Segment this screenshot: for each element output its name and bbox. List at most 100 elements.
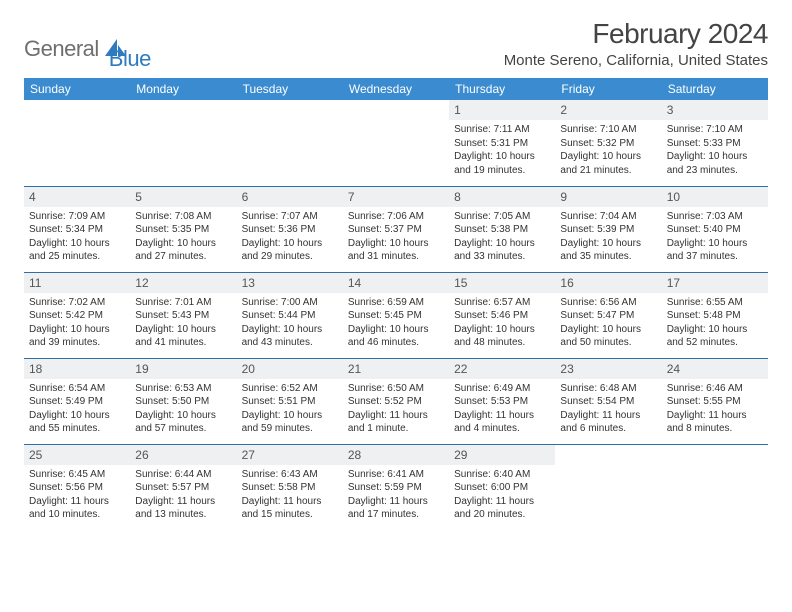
calendar-day-cell: 12Sunrise: 7:01 AMSunset: 5:43 PMDayligh… [130, 272, 236, 358]
calendar-day-cell [237, 100, 343, 186]
calendar-week: 1Sunrise: 7:11 AMSunset: 5:31 PMDaylight… [24, 100, 768, 186]
sunset-text: Sunset: 5:56 PM [29, 481, 125, 495]
calendar-day-cell: 4Sunrise: 7:09 AMSunset: 5:34 PMDaylight… [24, 186, 130, 272]
sunrise-text: Sunrise: 6:57 AM [454, 296, 550, 310]
daylight-text: Daylight: 11 hours and 20 minutes. [454, 495, 550, 522]
day-number: 24 [662, 359, 768, 379]
calendar-table: SundayMondayTuesdayWednesdayThursdayFrid… [24, 78, 768, 530]
sunrise-text: Sunrise: 7:09 AM [29, 210, 125, 224]
sunset-text: Sunset: 5:47 PM [560, 309, 656, 323]
sunset-text: Sunset: 5:43 PM [135, 309, 231, 323]
day-number: 8 [449, 187, 555, 207]
calendar-day-cell: 11Sunrise: 7:02 AMSunset: 5:42 PMDayligh… [24, 272, 130, 358]
calendar-page: General Blue February 2024 Monte Sereno,… [0, 0, 792, 548]
sunset-text: Sunset: 5:59 PM [348, 481, 444, 495]
daylight-text: Daylight: 10 hours and 59 minutes. [242, 409, 338, 436]
calendar-week: 11Sunrise: 7:02 AMSunset: 5:42 PMDayligh… [24, 272, 768, 358]
sunset-text: Sunset: 5:49 PM [29, 395, 125, 409]
day-number: 25 [24, 445, 130, 465]
sunrise-text: Sunrise: 6:45 AM [29, 468, 125, 482]
calendar-day-cell: 25Sunrise: 6:45 AMSunset: 5:56 PMDayligh… [24, 444, 130, 530]
day-number: 21 [343, 359, 449, 379]
title-block: February 2024 Monte Sereno, California, … [504, 18, 768, 69]
month-title: February 2024 [504, 18, 768, 50]
sunset-text: Sunset: 5:31 PM [454, 137, 550, 151]
sunrise-text: Sunrise: 6:44 AM [135, 468, 231, 482]
day-number: 4 [24, 187, 130, 207]
calendar-week: 18Sunrise: 6:54 AMSunset: 5:49 PMDayligh… [24, 358, 768, 444]
sunrise-text: Sunrise: 6:52 AM [242, 382, 338, 396]
daylight-text: Daylight: 10 hours and 50 minutes. [560, 323, 656, 350]
calendar-day-cell: 28Sunrise: 6:41 AMSunset: 5:59 PMDayligh… [343, 444, 449, 530]
sunset-text: Sunset: 5:44 PM [242, 309, 338, 323]
logo-text-general: General [24, 36, 99, 62]
day-number: 19 [130, 359, 236, 379]
daylight-text: Daylight: 10 hours and 23 minutes. [667, 150, 763, 177]
sunset-text: Sunset: 5:54 PM [560, 395, 656, 409]
sunset-text: Sunset: 5:53 PM [454, 395, 550, 409]
calendar-day-cell: 27Sunrise: 6:43 AMSunset: 5:58 PMDayligh… [237, 444, 343, 530]
day-number: 12 [130, 273, 236, 293]
calendar-day-cell: 5Sunrise: 7:08 AMSunset: 5:35 PMDaylight… [130, 186, 236, 272]
day-header: Friday [555, 78, 661, 100]
header-row: General Blue February 2024 Monte Sereno,… [24, 18, 768, 72]
sunset-text: Sunset: 5:52 PM [348, 395, 444, 409]
sunset-text: Sunset: 5:38 PM [454, 223, 550, 237]
day-number: 14 [343, 273, 449, 293]
calendar-day-cell: 7Sunrise: 7:06 AMSunset: 5:37 PMDaylight… [343, 186, 449, 272]
sunrise-text: Sunrise: 7:05 AM [454, 210, 550, 224]
calendar-day-cell: 20Sunrise: 6:52 AMSunset: 5:51 PMDayligh… [237, 358, 343, 444]
sunrise-text: Sunrise: 7:04 AM [560, 210, 656, 224]
daylight-text: Daylight: 10 hours and 39 minutes. [29, 323, 125, 350]
sunrise-text: Sunrise: 7:03 AM [667, 210, 763, 224]
sunset-text: Sunset: 5:57 PM [135, 481, 231, 495]
daylight-text: Daylight: 11 hours and 6 minutes. [560, 409, 656, 436]
sunrise-text: Sunrise: 7:06 AM [348, 210, 444, 224]
calendar-week: 4Sunrise: 7:09 AMSunset: 5:34 PMDaylight… [24, 186, 768, 272]
daylight-text: Daylight: 10 hours and 41 minutes. [135, 323, 231, 350]
calendar-day-cell [662, 444, 768, 530]
sunrise-text: Sunrise: 7:07 AM [242, 210, 338, 224]
location-text: Monte Sereno, California, United States [504, 52, 768, 69]
sunset-text: Sunset: 5:48 PM [667, 309, 763, 323]
sunrise-text: Sunrise: 7:10 AM [560, 123, 656, 137]
day-number: 26 [130, 445, 236, 465]
daylight-text: Daylight: 10 hours and 19 minutes. [454, 150, 550, 177]
daylight-text: Daylight: 10 hours and 21 minutes. [560, 150, 656, 177]
daylight-text: Daylight: 11 hours and 15 minutes. [242, 495, 338, 522]
daylight-text: Daylight: 10 hours and 33 minutes. [454, 237, 550, 264]
sunrise-text: Sunrise: 6:41 AM [348, 468, 444, 482]
calendar-day-cell: 6Sunrise: 7:07 AMSunset: 5:36 PMDaylight… [237, 186, 343, 272]
calendar-day-cell: 9Sunrise: 7:04 AMSunset: 5:39 PMDaylight… [555, 186, 661, 272]
day-number: 6 [237, 187, 343, 207]
sunrise-text: Sunrise: 6:59 AM [348, 296, 444, 310]
calendar-day-cell [343, 100, 449, 186]
calendar-day-cell [555, 444, 661, 530]
day-number: 5 [130, 187, 236, 207]
day-header: Sunday [24, 78, 130, 100]
calendar-day-cell: 24Sunrise: 6:46 AMSunset: 5:55 PMDayligh… [662, 358, 768, 444]
day-number: 15 [449, 273, 555, 293]
logo: General Blue [24, 18, 151, 72]
calendar-day-cell [130, 100, 236, 186]
daylight-text: Daylight: 10 hours and 57 minutes. [135, 409, 231, 436]
sunset-text: Sunset: 6:00 PM [454, 481, 550, 495]
calendar-day-cell: 19Sunrise: 6:53 AMSunset: 5:50 PMDayligh… [130, 358, 236, 444]
calendar-day-cell: 26Sunrise: 6:44 AMSunset: 5:57 PMDayligh… [130, 444, 236, 530]
daylight-text: Daylight: 10 hours and 52 minutes. [667, 323, 763, 350]
daylight-text: Daylight: 10 hours and 37 minutes. [667, 237, 763, 264]
calendar-header: SundayMondayTuesdayWednesdayThursdayFrid… [24, 78, 768, 100]
calendar-day-cell: 18Sunrise: 6:54 AMSunset: 5:49 PMDayligh… [24, 358, 130, 444]
day-number: 23 [555, 359, 661, 379]
sunset-text: Sunset: 5:32 PM [560, 137, 656, 151]
logo-text-blue: Blue [109, 46, 151, 72]
day-number: 3 [662, 100, 768, 120]
calendar-day-cell: 17Sunrise: 6:55 AMSunset: 5:48 PMDayligh… [662, 272, 768, 358]
sunrise-text: Sunrise: 7:10 AM [667, 123, 763, 137]
sunrise-text: Sunrise: 7:00 AM [242, 296, 338, 310]
sunset-text: Sunset: 5:55 PM [667, 395, 763, 409]
calendar-body: 1Sunrise: 7:11 AMSunset: 5:31 PMDaylight… [24, 100, 768, 530]
day-header: Thursday [449, 78, 555, 100]
day-number: 20 [237, 359, 343, 379]
day-header: Saturday [662, 78, 768, 100]
